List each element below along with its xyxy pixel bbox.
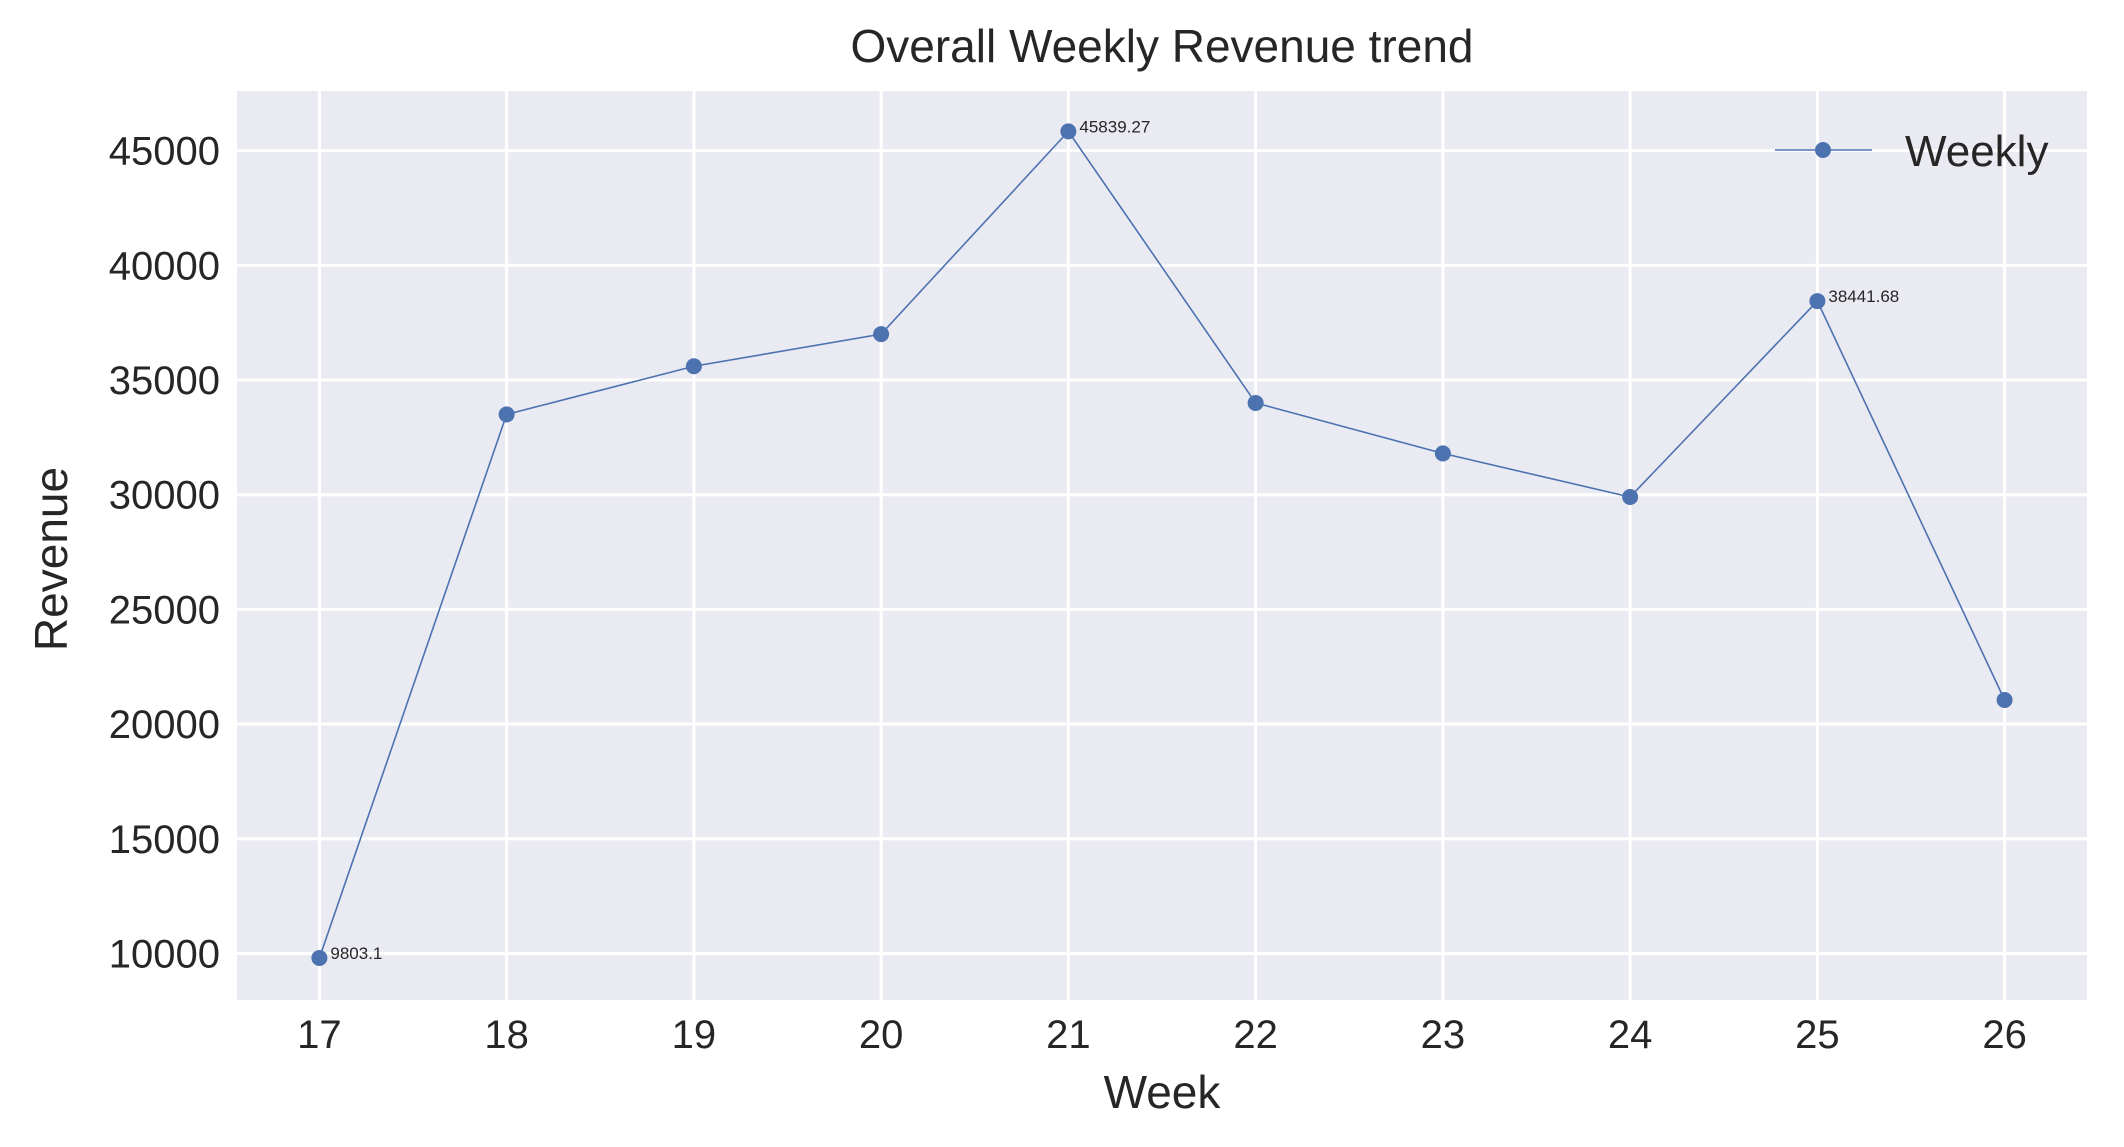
data-label: 9803.1 — [330, 944, 382, 963]
y-tick-label: 15000 — [109, 818, 220, 862]
data-point — [1247, 394, 1264, 411]
series-weekly — [318, 130, 2006, 959]
data-point — [1996, 691, 2013, 708]
data-point — [1622, 488, 1639, 505]
data-point — [1060, 123, 1077, 140]
x-tick-label: 24 — [1608, 1013, 1653, 1057]
x-tick-label: 22 — [1233, 1013, 1278, 1057]
x-tick-label: 23 — [1421, 1013, 1466, 1057]
series-line — [318, 130, 2006, 959]
chart-title: Overall Weekly Revenue trend — [851, 20, 1474, 72]
data-label: 45839.27 — [1079, 117, 1150, 136]
grid — [237, 91, 2087, 1000]
legend-marker-weekly — [1815, 142, 1831, 158]
x-tick-label: 20 — [859, 1013, 904, 1057]
data-point — [873, 326, 890, 343]
x-tick-label: 25 — [1795, 1013, 1840, 1057]
y-tick-label: 30000 — [109, 474, 220, 518]
data-point — [311, 949, 328, 966]
data-label: 38441.68 — [1828, 287, 1899, 306]
y-tick-label: 45000 — [109, 130, 220, 174]
data-point — [498, 406, 515, 423]
y-tick-label: 10000 — [109, 932, 220, 976]
x-axis-label: Week — [1104, 1066, 1222, 1118]
data-point — [685, 358, 702, 375]
data-point — [1434, 445, 1451, 462]
y-tick-labels: 10000 15000 20000 25000 30000 35000 40000 45000 — [109, 130, 220, 977]
x-tick-label: 26 — [1982, 1013, 2027, 1057]
legend-label-weekly: Weekly — [1905, 127, 2048, 176]
x-tick-label: 18 — [484, 1013, 529, 1057]
y-axis-label: Revenue — [25, 467, 77, 651]
y-tick-label: 35000 — [109, 359, 220, 403]
x-tick-label: 17 — [297, 1013, 342, 1057]
data-point — [1809, 293, 1826, 310]
series-weekly-points — [311, 123, 2013, 966]
legend: Weekly — [1775, 127, 2048, 176]
x-tick-labels: 17 18 19 20 21 22 23 24 25 26 — [297, 1013, 2027, 1057]
x-tick-label: 21 — [1046, 1013, 1091, 1057]
y-tick-label: 20000 — [109, 703, 220, 747]
x-tick-label: 19 — [672, 1013, 717, 1057]
data-labels: 9803.1 45839.27 38441.68 — [330, 117, 1899, 963]
y-tick-label: 40000 — [109, 244, 220, 288]
plot-area — [237, 91, 2087, 1000]
y-tick-label: 25000 — [109, 588, 220, 632]
